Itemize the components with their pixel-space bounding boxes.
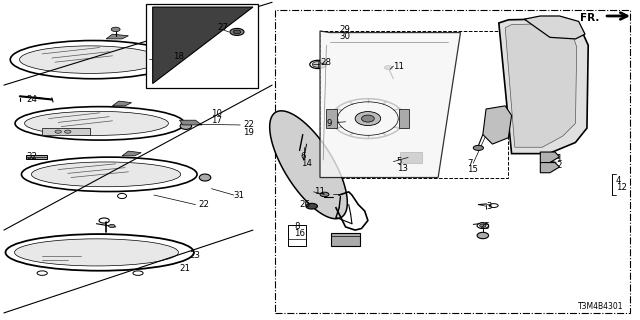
- Ellipse shape: [10, 41, 176, 79]
- Ellipse shape: [312, 61, 324, 67]
- Text: 1: 1: [556, 154, 562, 163]
- Text: 11: 11: [394, 61, 404, 70]
- Text: 7: 7: [467, 159, 472, 168]
- Text: 32: 32: [26, 152, 37, 161]
- Polygon shape: [540, 152, 559, 163]
- Text: 24: 24: [26, 95, 37, 104]
- Text: 26: 26: [299, 200, 310, 209]
- Ellipse shape: [473, 145, 483, 150]
- Ellipse shape: [65, 130, 71, 133]
- Polygon shape: [400, 152, 422, 163]
- Bar: [275, 10, 630, 313]
- Polygon shape: [499, 19, 588, 154]
- Text: 30: 30: [339, 32, 350, 41]
- Ellipse shape: [230, 28, 244, 36]
- Text: 22: 22: [243, 120, 254, 130]
- Text: 25: 25: [479, 222, 491, 231]
- Ellipse shape: [111, 27, 120, 32]
- Bar: [42, 128, 90, 135]
- Ellipse shape: [477, 232, 488, 239]
- Text: 23: 23: [189, 251, 200, 260]
- Ellipse shape: [55, 130, 61, 133]
- Ellipse shape: [6, 234, 194, 271]
- Text: T3M4B4301: T3M4B4301: [578, 302, 623, 311]
- Ellipse shape: [385, 66, 392, 69]
- Ellipse shape: [331, 99, 404, 139]
- Text: FR.: FR.: [580, 13, 600, 23]
- Ellipse shape: [306, 203, 317, 209]
- Text: 17: 17: [211, 116, 223, 125]
- Ellipse shape: [320, 192, 329, 197]
- Polygon shape: [106, 34, 129, 39]
- Text: 28: 28: [320, 58, 331, 67]
- Text: 6: 6: [301, 152, 307, 161]
- Text: 19: 19: [243, 128, 254, 137]
- Text: 5: 5: [397, 157, 402, 166]
- Polygon shape: [399, 109, 410, 128]
- Polygon shape: [505, 24, 577, 147]
- Text: 22: 22: [198, 200, 210, 209]
- Ellipse shape: [199, 174, 211, 181]
- Ellipse shape: [362, 115, 374, 122]
- Text: 3: 3: [486, 202, 492, 211]
- Polygon shape: [113, 101, 132, 106]
- Polygon shape: [26, 155, 47, 159]
- Text: 29: 29: [339, 25, 350, 34]
- Ellipse shape: [31, 162, 180, 187]
- Bar: [320, 31, 508, 178]
- Ellipse shape: [15, 107, 184, 140]
- Ellipse shape: [109, 224, 115, 228]
- Text: 27: 27: [218, 23, 229, 32]
- Polygon shape: [524, 16, 585, 39]
- Text: 8: 8: [294, 222, 300, 231]
- Polygon shape: [153, 7, 253, 84]
- Ellipse shape: [22, 157, 197, 192]
- Text: 13: 13: [397, 164, 408, 173]
- Text: 2: 2: [556, 161, 562, 170]
- Ellipse shape: [355, 112, 381, 125]
- Ellipse shape: [15, 239, 179, 266]
- Polygon shape: [179, 120, 202, 125]
- Polygon shape: [483, 106, 511, 144]
- Text: 16: 16: [294, 229, 305, 238]
- Ellipse shape: [479, 224, 486, 227]
- Bar: [288, 225, 306, 246]
- Text: 21: 21: [179, 264, 191, 273]
- Bar: [147, 4, 258, 88]
- Polygon shape: [540, 163, 559, 173]
- Ellipse shape: [310, 60, 326, 68]
- Text: 4: 4: [616, 176, 621, 185]
- Text: 31: 31: [234, 190, 244, 200]
- Text: 12: 12: [616, 183, 627, 192]
- Polygon shape: [122, 151, 141, 156]
- Text: 18: 18: [173, 52, 184, 61]
- Ellipse shape: [233, 30, 241, 34]
- Ellipse shape: [180, 123, 191, 129]
- Text: 10: 10: [211, 109, 223, 118]
- Text: 11: 11: [314, 188, 324, 196]
- Polygon shape: [326, 109, 337, 128]
- Text: 9: 9: [326, 119, 332, 128]
- Polygon shape: [320, 31, 461, 178]
- Text: 14: 14: [301, 159, 312, 168]
- Bar: [332, 233, 360, 246]
- Ellipse shape: [20, 46, 161, 73]
- Text: 15: 15: [467, 165, 478, 174]
- Polygon shape: [269, 111, 348, 219]
- Ellipse shape: [24, 111, 168, 135]
